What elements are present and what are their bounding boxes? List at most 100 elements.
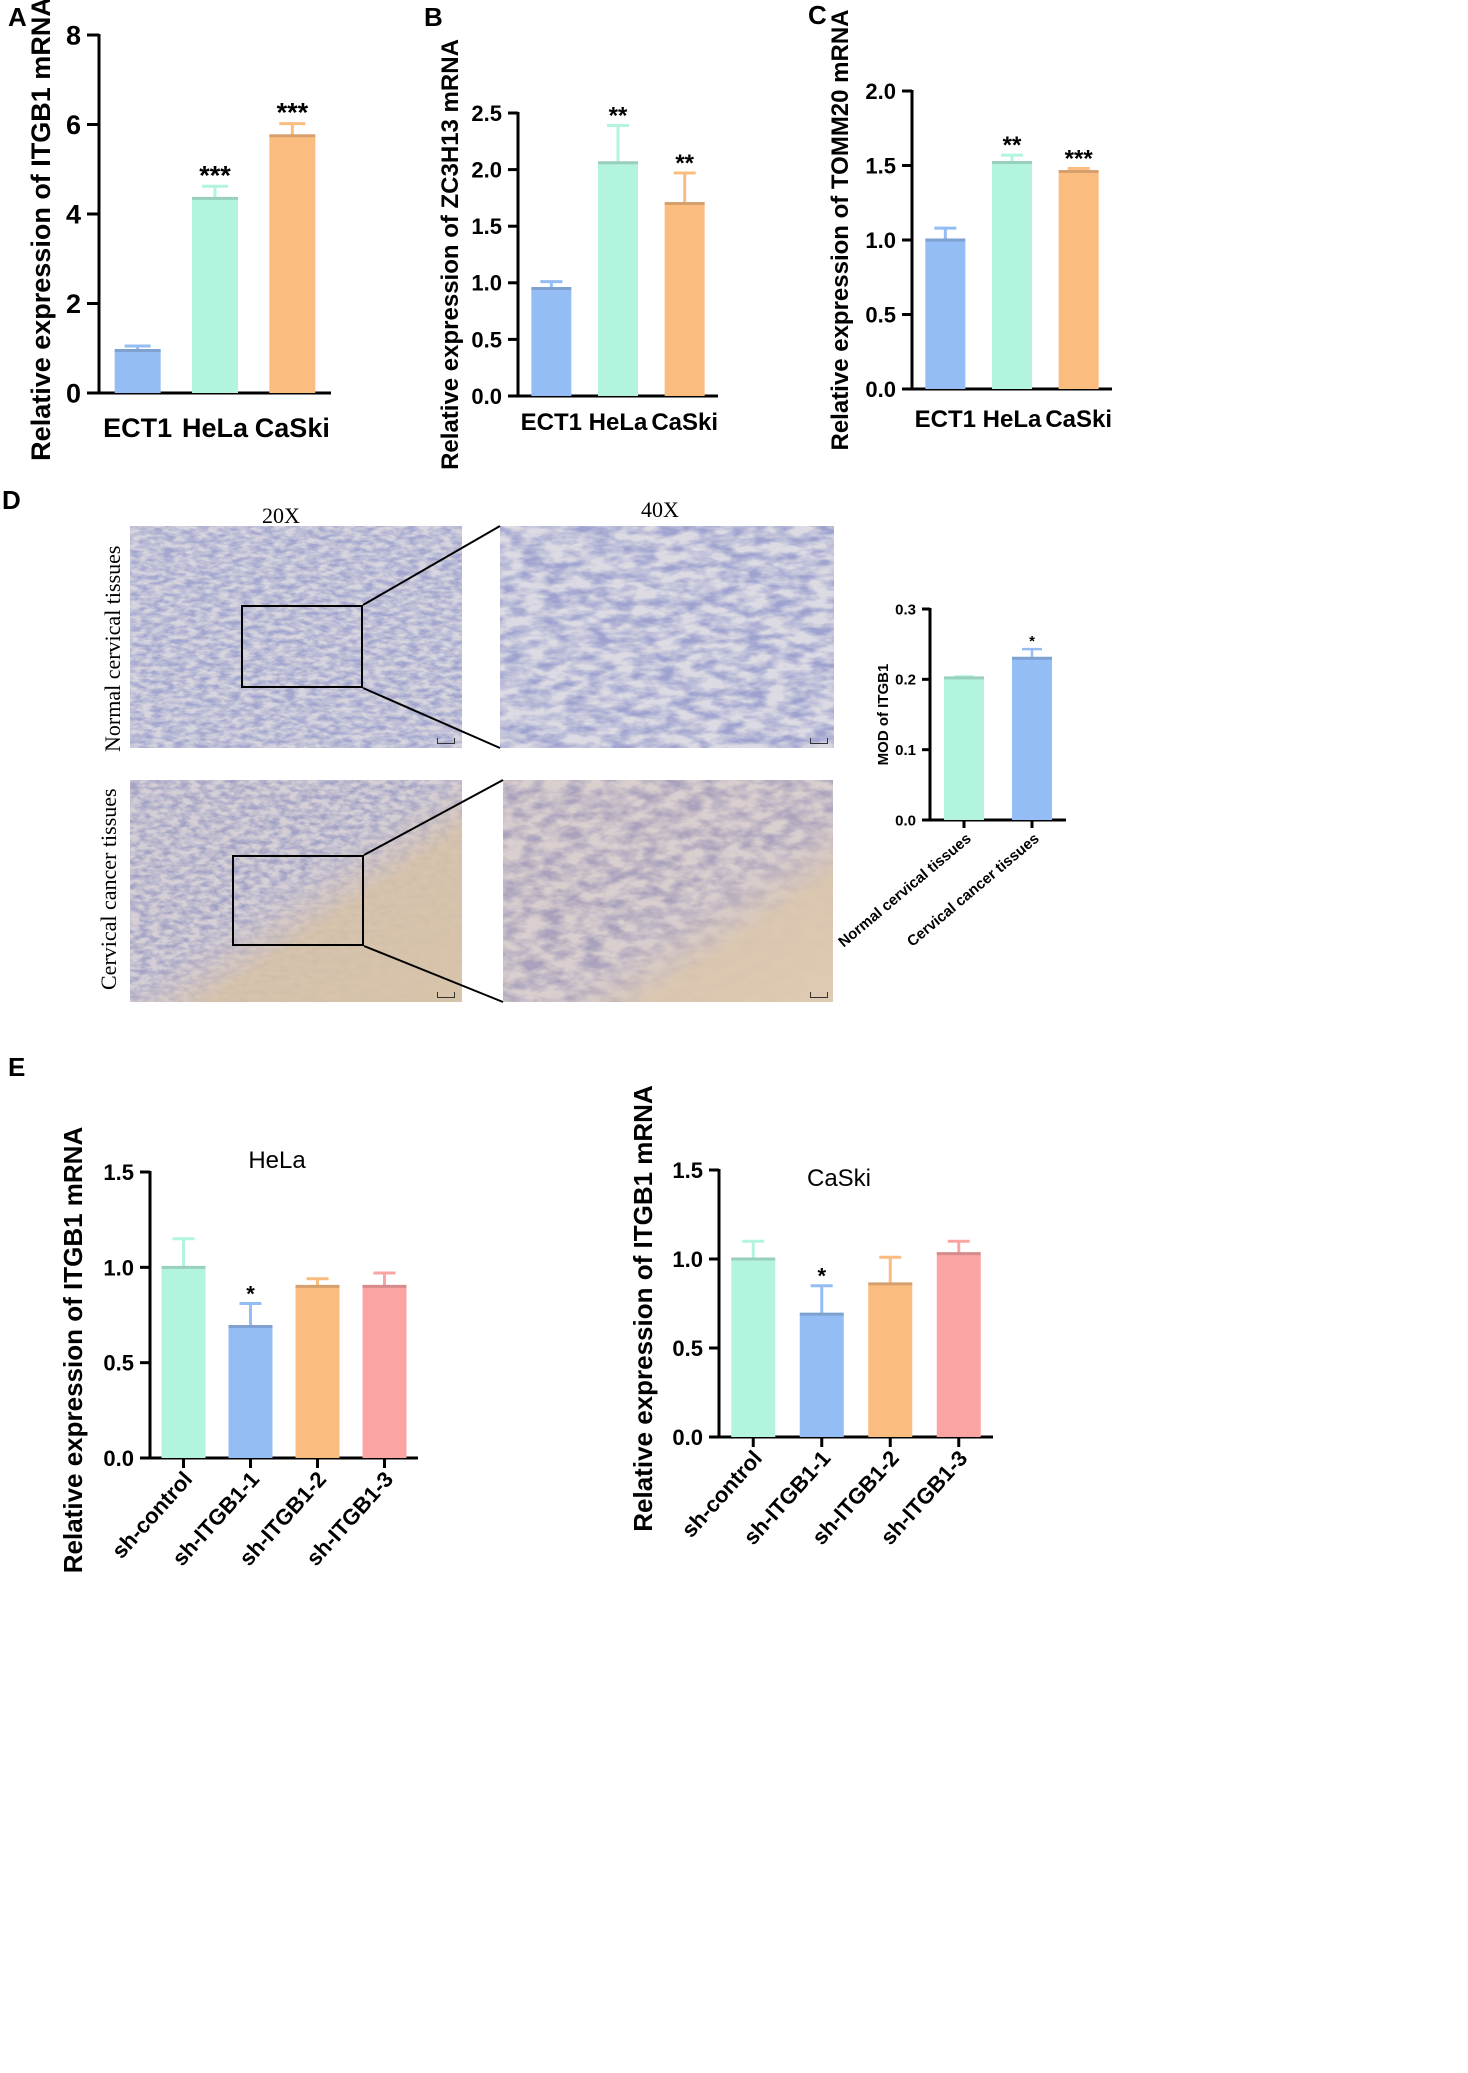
y-axis-label: MOD of ITGB1 (875, 664, 892, 766)
chart-a-itgb1: 0 2 4 6 8 Relative expression of ITGB1 mRNA EC… (26, 0, 331, 461)
panel-label-d: D (2, 485, 21, 515)
scale-bar-cancer-40x (810, 992, 828, 998)
micrograph-cancer-40x (503, 780, 833, 1002)
bar (936, 1253, 981, 1437)
significance-label: * (1029, 633, 1035, 650)
y-tick-label: 0.5 (672, 1336, 703, 1361)
y-tick-label: 0.0 (103, 1446, 134, 1471)
tissue-texture-cancer-20x (130, 780, 462, 1002)
significance-label: ** (1003, 132, 1022, 159)
scale-bar-normal-40x (810, 738, 828, 744)
x-tick-label: CaSki (255, 413, 330, 443)
y-tick-label: 0.2 (895, 672, 916, 689)
bar (269, 135, 316, 393)
chart-b-zc3h13: 0.0 0.5 1.0 1.5 2.0 2.5 Relative expression of… (437, 39, 718, 470)
micrograph-cancer-20x (130, 780, 462, 1002)
significance-label: *** (277, 98, 309, 128)
y-axis-label: Relative expression of ITGB1 mRNA (58, 1127, 88, 1574)
tissue-texture-normal-20x (130, 526, 462, 748)
x-tick-label: CaSki (651, 409, 718, 436)
bar (598, 162, 638, 396)
y-tick-label: 6 (66, 110, 81, 140)
panel-label-e: E (8, 1052, 26, 1082)
significance-label: * (817, 1264, 826, 1289)
bar (664, 203, 705, 396)
y-tick-label: 1.0 (865, 228, 896, 253)
x-tick-label: CaSki (1045, 406, 1112, 433)
y-tick-label: 0.5 (103, 1351, 134, 1376)
x-tick-label: HeLa (983, 406, 1042, 433)
zoom-box-normal (241, 605, 363, 688)
bar (1058, 171, 1099, 389)
bar (925, 240, 966, 389)
chart-title: CaSki (807, 1165, 871, 1192)
y-tick-label: 4 (66, 200, 81, 230)
y-tick-label: 0.0 (895, 812, 916, 829)
y-tick-label: 8 (66, 21, 81, 51)
bar (799, 1314, 844, 1437)
bar (868, 1283, 913, 1437)
x-tick-label: ECT1 (103, 413, 172, 443)
significance-label: ** (609, 102, 628, 129)
bar (992, 162, 1032, 389)
y-tick-label: 0.0 (672, 1425, 703, 1450)
bar (944, 677, 984, 820)
magnification-20x: 20X (262, 503, 300, 528)
y-tick-label: 1.5 (103, 1160, 134, 1185)
y-tick-label: 1.0 (672, 1247, 703, 1272)
bar (1012, 658, 1052, 820)
y-axis-label: Relative expression of ITGB1 mRNA (628, 1085, 658, 1532)
tissue-texture-normal-40x (500, 526, 834, 748)
significance-label: ** (675, 150, 694, 177)
scale-bar-normal-20x (437, 738, 455, 744)
y-tick-label: 1.5 (865, 153, 896, 178)
y-axis-label: Relative expression of ZC3H13 mRNA (437, 39, 464, 470)
tissue-texture-cancer-40x (503, 780, 833, 1002)
chart-e-hela: 0.0 0.5 1.0 1.5 Relative expression of ITGB1… (58, 1127, 418, 1574)
scale-bar-cancer-20x (437, 992, 455, 998)
y-tick-label: 0.1 (895, 742, 916, 759)
x-tick-label: ECT1 (521, 409, 582, 436)
y-tick-label: 2.0 (865, 79, 896, 104)
panel-label-a: A (8, 2, 27, 32)
x-tick-label: ECT1 (915, 406, 976, 433)
y-tick-label: 0.0 (865, 377, 896, 402)
y-tick-label: 2.0 (471, 158, 502, 183)
bar (192, 198, 238, 393)
bar (295, 1286, 340, 1458)
x-tick-label: HeLa (589, 409, 648, 436)
bar (731, 1259, 776, 1437)
micrograph-normal-20x (130, 526, 462, 748)
chart-title: HeLa (248, 1147, 306, 1174)
magnification-40x: 40X (641, 497, 679, 522)
panel-label-b: B (424, 2, 443, 32)
y-tick-label: 1.0 (103, 1255, 134, 1280)
panel-label-c: C (808, 0, 827, 30)
bar (114, 350, 161, 393)
y-axis-label: Relative expression of TOMM20 mRNA (827, 9, 854, 450)
significance-label: * (246, 1282, 255, 1307)
y-tick-label: 1.5 (672, 1158, 703, 1183)
zoom-box-cancer (232, 855, 364, 946)
significance-label: *** (1065, 145, 1094, 172)
y-tick-label: 2.5 (471, 101, 502, 126)
bar (161, 1267, 206, 1458)
y-tick-label: 0 (66, 379, 81, 409)
chart-c-tomm20: 0.0 0.5 1.0 1.5 2.0 Relative expression of TO… (827, 9, 1112, 450)
y-tick-label: 0.3 (895, 601, 916, 618)
bar (531, 288, 572, 396)
bar (362, 1286, 407, 1458)
y-tick-label: 2 (66, 289, 81, 319)
y-tick-label: 0.5 (865, 302, 896, 327)
y-tick-label: 1.0 (471, 271, 502, 296)
y-axis-label: Relative expression of ITGB1 mRNA (26, 0, 56, 461)
bar (228, 1326, 273, 1458)
y-tick-label: 0.5 (471, 327, 502, 352)
y-tick-label: 1.5 (471, 214, 502, 239)
y-tick-label: 0.0 (471, 384, 502, 409)
significance-label: *** (199, 160, 231, 190)
x-tick-label: HeLa (182, 413, 249, 443)
